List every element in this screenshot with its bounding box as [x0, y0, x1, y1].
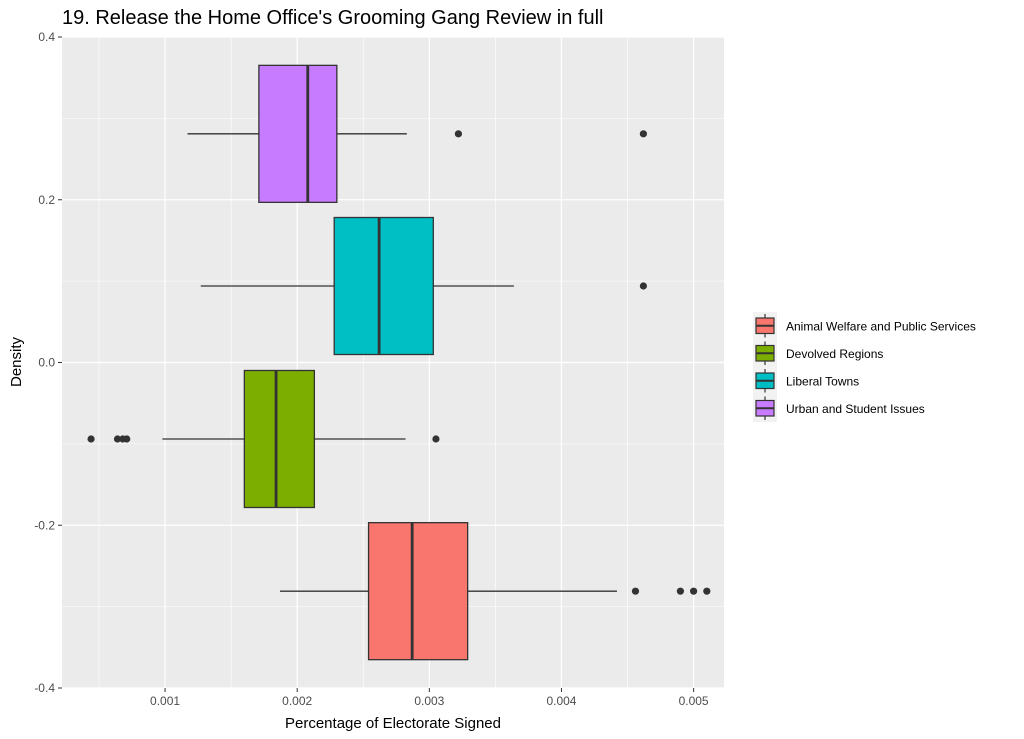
outlier-point: [631, 587, 640, 595]
box-group-1: [87, 369, 440, 509]
legend-label: Animal Welfare and Public Services: [786, 319, 976, 333]
box: [333, 216, 434, 356]
x-tick-label: 0.004: [546, 694, 576, 708]
boxes: [87, 64, 711, 661]
legend-label: Urban and Student Issues: [786, 402, 925, 416]
outlier-point: [87, 435, 95, 443]
y-tick-label: 0.0: [38, 356, 55, 370]
outlier-point: [639, 282, 647, 290]
y-tick-label: -0.4: [34, 681, 55, 695]
legend-item-1: Devolved Regions: [753, 339, 883, 367]
y-tick-label: 0.2: [38, 193, 55, 207]
legend-item-0: Animal Welfare and Public Services: [753, 312, 976, 340]
box-group-3: [187, 64, 647, 203]
y-tick-label: -0.2: [34, 518, 55, 532]
x-tick-label: 0.001: [150, 694, 180, 708]
legend: Animal Welfare and Public Services Devolv…: [753, 312, 976, 422]
box: [258, 64, 338, 203]
box-group-0: [280, 522, 711, 661]
y-axis-title: Density: [8, 336, 25, 387]
x-tick-label: 0.003: [414, 694, 444, 708]
outlier-point: [639, 130, 647, 138]
outlier-point: [690, 587, 698, 595]
x-axis-title: Percentage of Electorate Signed: [285, 715, 501, 732]
legend-label: Devolved Regions: [786, 347, 883, 361]
outlier-point: [676, 587, 684, 595]
x-tick-label: 0.002: [282, 694, 312, 708]
y-axis-ticks: -0.4 -0.2 0.0 0.2 0.4: [34, 30, 62, 695]
box: [243, 369, 316, 509]
chart-title: 19. Release the Home Office's Grooming G…: [62, 7, 603, 29]
outlier-point: [454, 130, 463, 138]
outlier-point: [113, 435, 122, 443]
box: [367, 522, 469, 661]
outlier-point: [432, 435, 440, 443]
legend-label: Liberal Towns: [786, 374, 859, 388]
outlier-point: [123, 435, 131, 443]
box-group-2: [200, 216, 647, 356]
x-tick-label: 0.005: [679, 694, 709, 708]
legend-item-3: Urban and Student Issues: [753, 394, 925, 422]
legend-item-2: Liberal Towns: [753, 367, 859, 395]
y-tick-label: 0.4: [38, 30, 55, 44]
x-axis-ticks: 0.001 0.002 0.003 0.004 0.005: [150, 688, 709, 708]
outlier-point: [703, 587, 711, 595]
